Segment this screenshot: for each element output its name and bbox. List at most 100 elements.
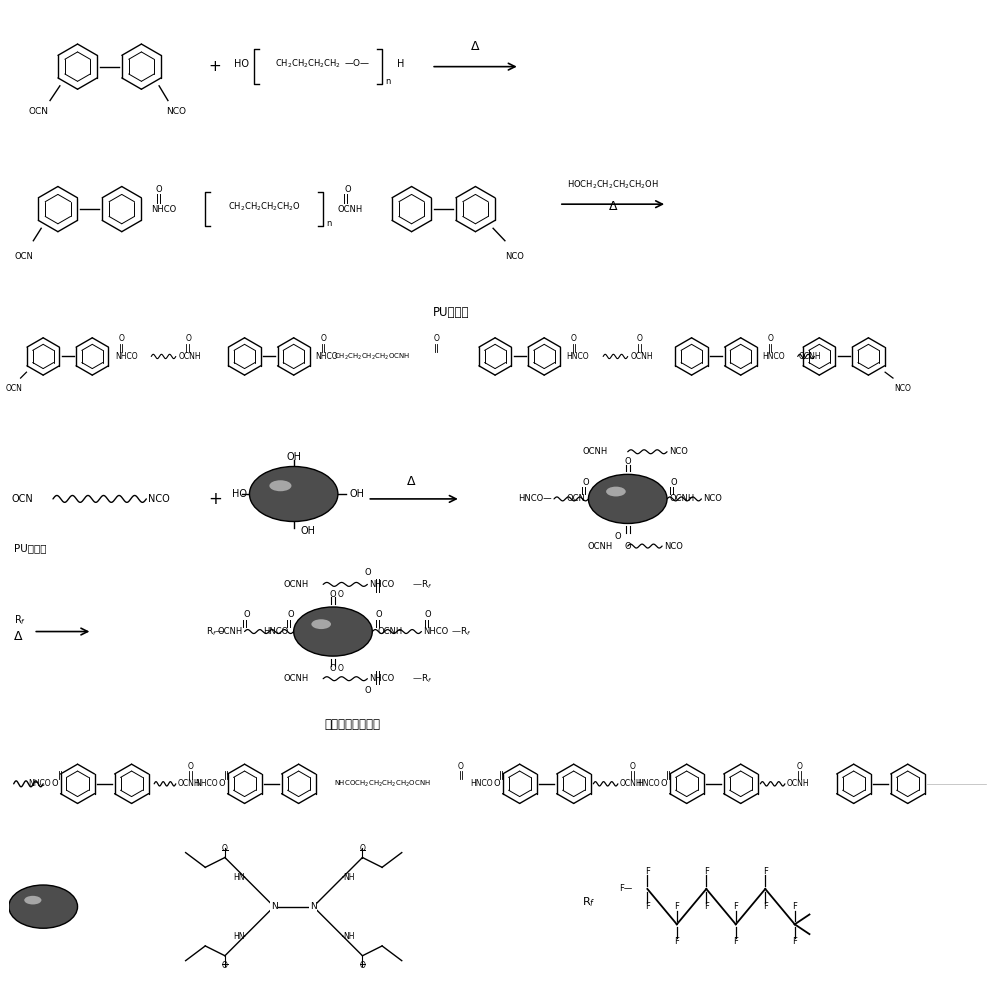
Ellipse shape (28, 897, 59, 916)
Ellipse shape (23, 894, 64, 920)
Text: Δ: Δ (407, 474, 416, 488)
Text: OCNH: OCNH (588, 541, 613, 550)
Ellipse shape (272, 480, 316, 508)
Ellipse shape (9, 885, 78, 929)
Ellipse shape (287, 490, 300, 498)
Text: NH: NH (343, 872, 354, 881)
Ellipse shape (300, 611, 366, 652)
Text: F: F (645, 902, 650, 911)
Text: O: O (433, 334, 439, 343)
Ellipse shape (267, 477, 320, 511)
Ellipse shape (261, 473, 327, 515)
Text: O: O (458, 762, 464, 771)
Ellipse shape (269, 479, 318, 509)
Text: O: O (493, 780, 500, 788)
Ellipse shape (305, 615, 360, 649)
Ellipse shape (289, 491, 298, 497)
Text: HN: HN (233, 872, 245, 881)
Text: O: O (360, 960, 365, 969)
Ellipse shape (624, 496, 632, 501)
Ellipse shape (24, 896, 41, 904)
Ellipse shape (309, 617, 357, 646)
Text: NCO: NCO (703, 494, 722, 504)
Text: OCNH: OCNH (631, 352, 653, 361)
Text: F: F (733, 902, 738, 911)
Ellipse shape (294, 607, 372, 656)
Text: OCNH: OCNH (377, 627, 402, 636)
Ellipse shape (33, 900, 53, 913)
Text: HNCO—: HNCO— (518, 494, 552, 504)
Ellipse shape (317, 621, 349, 641)
Text: OCNH: OCNH (583, 448, 608, 456)
Text: —O—: —O— (345, 59, 370, 68)
Ellipse shape (329, 629, 337, 634)
Text: OH: OH (286, 452, 301, 461)
Ellipse shape (283, 487, 305, 501)
Ellipse shape (256, 470, 331, 518)
Text: HNCO: HNCO (470, 780, 493, 788)
Ellipse shape (35, 901, 52, 912)
Text: F: F (733, 938, 738, 947)
Ellipse shape (307, 616, 359, 647)
Text: F: F (704, 866, 709, 875)
Text: 含氟超支化聚氨酯: 含氟超支化聚氨酯 (325, 718, 381, 731)
Ellipse shape (249, 466, 338, 522)
Ellipse shape (626, 498, 630, 500)
Text: HNCO: HNCO (638, 780, 660, 788)
Text: O: O (660, 780, 667, 788)
Text: OCNH: OCNH (179, 352, 201, 361)
Ellipse shape (41, 906, 45, 908)
Text: O: O (624, 457, 631, 466)
Text: OH: OH (350, 489, 365, 499)
Text: F: F (792, 902, 797, 911)
Text: NHCO: NHCO (115, 352, 138, 361)
Text: OH: OH (301, 527, 316, 536)
Ellipse shape (19, 891, 67, 922)
Ellipse shape (38, 903, 48, 910)
Ellipse shape (298, 610, 368, 654)
Text: NHCO: NHCO (28, 780, 51, 788)
Text: OCNH: OCNH (178, 780, 200, 788)
Ellipse shape (620, 494, 636, 504)
Text: F—: F— (619, 884, 633, 893)
Ellipse shape (12, 887, 74, 926)
Text: H: H (397, 58, 404, 69)
Text: HNCO: HNCO (762, 352, 785, 361)
Ellipse shape (321, 624, 345, 639)
Ellipse shape (40, 904, 47, 909)
Text: NHCO: NHCO (369, 580, 395, 589)
Ellipse shape (21, 892, 66, 921)
Text: O: O (364, 686, 371, 695)
Text: O: O (624, 541, 631, 550)
Text: R$_f$: R$_f$ (14, 613, 26, 626)
Text: N: N (271, 902, 277, 911)
Ellipse shape (36, 902, 50, 911)
Ellipse shape (331, 630, 335, 632)
Text: HN: HN (233, 932, 245, 941)
Text: NHCO: NHCO (423, 627, 449, 636)
Ellipse shape (263, 475, 325, 513)
Ellipse shape (311, 619, 331, 629)
Text: Δ: Δ (609, 200, 617, 212)
Ellipse shape (311, 618, 355, 645)
Text: NCO: NCO (669, 448, 688, 456)
Ellipse shape (596, 479, 659, 519)
Ellipse shape (594, 478, 661, 520)
Text: CH$_2$CH$_2$CH$_2$CH$_2$OCNH: CH$_2$CH$_2$CH$_2$CH$_2$OCNH (334, 352, 410, 362)
Text: O: O (338, 664, 344, 674)
Text: O: O (364, 568, 371, 577)
Ellipse shape (323, 625, 343, 637)
Text: CH$_2$CH$_2$CH$_2$CH$_2$: CH$_2$CH$_2$CH$_2$CH$_2$ (275, 57, 341, 70)
Text: R$_f$: R$_f$ (582, 895, 595, 909)
Text: O: O (344, 185, 351, 194)
Ellipse shape (600, 482, 655, 516)
Text: NCO: NCO (505, 252, 524, 261)
Text: PU预聚体: PU预聚体 (14, 543, 46, 553)
Text: NCO: NCO (894, 384, 911, 393)
Text: O: O (119, 334, 125, 343)
Text: n: n (385, 77, 390, 86)
Text: OCNH: OCNH (338, 205, 363, 213)
Text: +: + (209, 59, 221, 74)
Text: O: O (637, 334, 642, 343)
Ellipse shape (14, 888, 72, 925)
